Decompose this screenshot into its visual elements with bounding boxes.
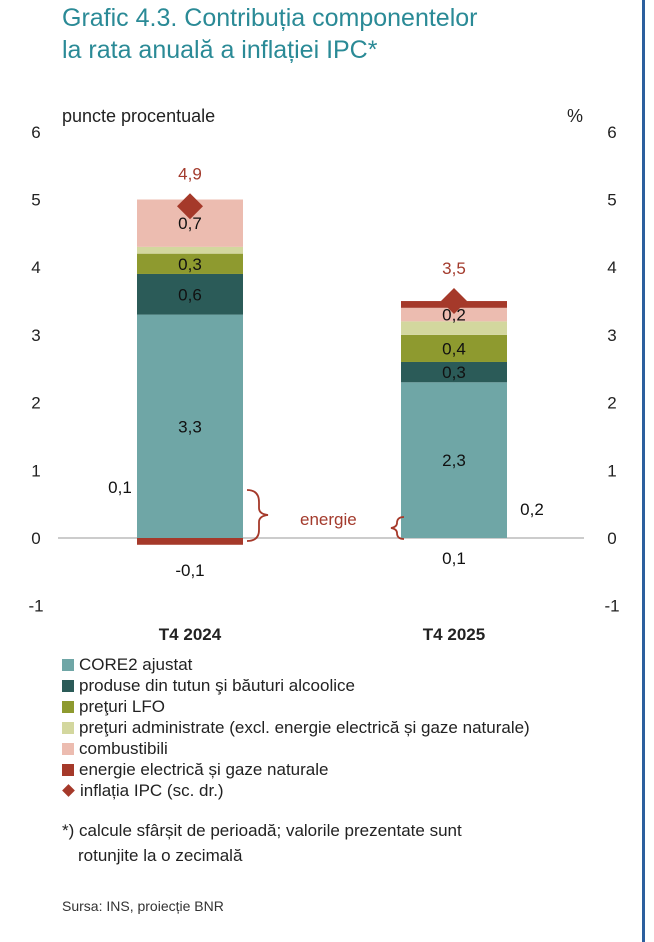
legend-swatch-icon: [62, 763, 74, 776]
legend-label: inflația IPC (sc. dr.): [80, 780, 224, 800]
segment-label: 0,3: [178, 255, 202, 274]
chart-title-line-1: Grafic 4.3. Contribuția componentelor: [62, 4, 478, 32]
legend-swatch-icon: [62, 658, 74, 671]
y-tick-label-right: 5: [607, 191, 616, 210]
segment-label-outside: 0,1: [442, 549, 466, 568]
x-category-label: T4 2024: [159, 625, 222, 644]
segment-label: 0,7: [178, 214, 202, 233]
y-tick-label-right: 3: [607, 326, 616, 345]
segment-label: 0,4: [442, 339, 466, 358]
legend-swatch-icon: [62, 700, 74, 713]
bar-segment-4: [137, 246, 243, 254]
legend-item: preţuri LFO: [62, 696, 652, 717]
bar-segment-1: [137, 314, 243, 538]
y-tick-label-left: 3: [31, 326, 40, 345]
legend-item: energie electrică și gaze naturale: [62, 759, 652, 780]
footnote-line-2: rotunjite la o zecimală: [78, 846, 243, 865]
y-tick-label-right: 1: [607, 461, 616, 480]
right-axis-unit: %: [567, 106, 583, 126]
y-tick-label-left: 5: [31, 191, 40, 210]
y-tick-label-right: 6: [607, 123, 616, 142]
segment-label-outside: 0,2: [520, 500, 544, 519]
energy-brace-left: [390, 516, 405, 540]
cpi-diamond-marker: [177, 193, 203, 220]
cpi-value-label: 3,5: [442, 259, 466, 278]
legend-item: produse din tutun şi băuturi alcoolice: [62, 675, 652, 696]
legend-swatch-icon: [62, 679, 74, 692]
y-tick-label-left: -1: [28, 597, 43, 616]
bar-segment-4: [401, 321, 507, 335]
segment-label: 0,2: [442, 306, 466, 325]
segment-label-outside: -0,1: [175, 561, 204, 580]
cpi-value-label: 4,9: [178, 164, 202, 183]
chart-legend: CORE2 ajustat produse din tutun şi băutur…: [62, 654, 652, 801]
y-tick-label-left: 1: [31, 461, 40, 480]
chart-title: Grafic 4.3. Contribuția componentelor la…: [62, 2, 622, 66]
segment-label: 2,3: [442, 451, 466, 470]
legend-diamond-icon: [62, 784, 75, 797]
bar-segment-1: [401, 382, 507, 538]
legend-swatch-icon: [62, 742, 74, 755]
legend-item: CORE2 ajustat: [62, 654, 652, 675]
legend-item: combustibili: [62, 738, 652, 759]
bar-segment-2: [137, 273, 243, 315]
y-tick-label-right: 0: [607, 529, 616, 548]
segment-label: 3,3: [178, 417, 202, 436]
legend-swatch-icon: [62, 721, 74, 734]
page-side-rule: [642, 0, 645, 942]
segment-label: 0,6: [178, 285, 202, 304]
footnote-line-1: *) calcule sfârșit de perioadă; valorile…: [62, 821, 462, 840]
energy-brace-right: [246, 489, 269, 542]
energy-annotation: energie: [300, 510, 357, 529]
legend-label: preţuri LFO: [79, 696, 165, 716]
legend-label: preţuri administrate (excl. energie elec…: [79, 717, 530, 737]
y-tick-label-left: 2: [31, 394, 40, 413]
legend-label: combustibili: [79, 738, 168, 758]
bar-segment-3: [401, 334, 507, 362]
cpi-diamond-marker: [441, 288, 467, 315]
y-tick-label-left: 4: [31, 258, 40, 277]
footnote: *) calcule sfârșit de perioadă; valorile…: [62, 818, 462, 868]
stacked-bar-chart: -1 -1 0 0 1 1 2 2 3 3 4 4 5 5 6 6 puncte procentuale % 3,3…: [28, 106, 619, 644]
x-category-label: T4 2025: [423, 625, 485, 644]
legend-label: produse din tutun şi băuturi alcoolice: [79, 675, 355, 695]
segment-label: 0,3: [442, 363, 466, 382]
legend-item: preţuri administrate (excl. energie elec…: [62, 717, 652, 738]
y-tick-label-right: 2: [607, 394, 616, 413]
legend-item: inflația IPC (sc. dr.): [62, 780, 652, 801]
y-tick-label-right: -1: [604, 597, 619, 616]
chart-title-line-2: la rata anuală a inflației IPC*: [62, 36, 378, 64]
bar-segment-3: [137, 253, 243, 274]
bar-segment-5: [401, 307, 507, 322]
segment-label-outside: 0,1: [108, 478, 132, 497]
legend-label: energie electrică și gaze naturale: [79, 759, 329, 779]
left-axis-unit: puncte procentuale: [62, 106, 215, 126]
y-tick-label-right: 4: [607, 258, 616, 277]
y-tick-label-left: 0: [31, 529, 40, 548]
bar-segment-2: [401, 361, 507, 383]
legend-label: CORE2 ajustat: [79, 654, 193, 674]
bar-segment-6: [137, 538, 243, 545]
source-note: Sursa: INS, proiecție BNR: [62, 898, 224, 914]
y-tick-label-left: 6: [31, 123, 40, 142]
